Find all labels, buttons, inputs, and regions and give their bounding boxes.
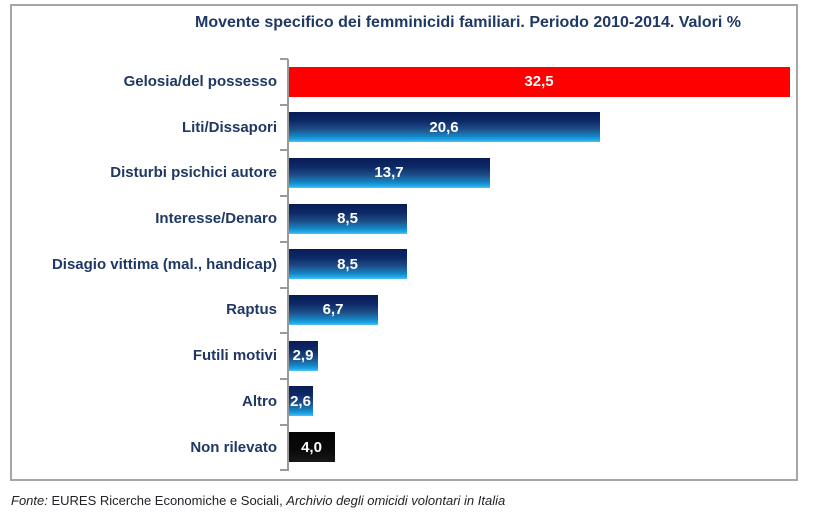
chart-inner: Movente specifico dei femminicidi famili…	[12, 6, 796, 479]
axis-tick	[280, 286, 288, 289]
chart-row: Disagio vittima (mal., handicap) 8,5	[12, 242, 796, 288]
chart-row: Liti/Dissapori 20,6	[12, 105, 796, 151]
axis-tick	[280, 469, 288, 472]
category-label: Gelosia/del possesso	[123, 73, 277, 90]
bar-area: 2,9	[288, 333, 796, 379]
chart-row: Raptus 6,7	[12, 287, 796, 333]
value-label: 32,5	[524, 73, 554, 90]
axis-tick	[280, 103, 288, 106]
data-bar: 20,6	[288, 112, 600, 143]
category-label: Altro	[242, 392, 277, 410]
data-bar: 2,6	[288, 386, 313, 417]
axis-tick	[280, 240, 288, 243]
value-label: 2,6	[290, 392, 311, 410]
data-bar: 32,5	[288, 66, 790, 97]
axis-tick	[280, 195, 288, 198]
category-label: Disagio vittima (mal., handicap)	[51, 255, 277, 273]
bar-area: 4,0	[288, 425, 796, 471]
data-bar: 6,7	[288, 294, 378, 325]
data-bar: 2,9	[288, 340, 318, 371]
value-label: 8,5	[337, 255, 358, 273]
category-label: Liti/Dissapori	[181, 118, 277, 136]
y-axis-line	[287, 59, 289, 471]
chart-row: Non rilevato 4,0	[12, 425, 796, 471]
category-label: Futili motivi	[192, 347, 277, 365]
source-footer: Fonte: EURES Ricerche Economiche e Socia…	[11, 493, 505, 508]
axis-tick	[280, 423, 288, 426]
bar-area: 8,5	[288, 196, 796, 242]
chart-row: Altro 2,6	[12, 379, 796, 425]
chart-row: Interesse/Denaro 8,5	[12, 196, 796, 242]
bar-area: 8,5	[288, 242, 796, 288]
chart-title: Movente specifico dei femminicidi famili…	[195, 14, 741, 31]
category-label: Raptus	[226, 301, 277, 319]
chart-row: Futili motivi 2,9	[12, 333, 796, 379]
data-bar: 13,7	[288, 157, 490, 188]
chart-row: Disturbi psichici autore 13,7	[12, 150, 796, 196]
value-label: 6,7	[322, 301, 344, 319]
value-label: 8,5	[337, 210, 358, 228]
data-bar: 8,5	[288, 203, 407, 234]
data-bar: 8,5	[288, 249, 407, 280]
footer-source-text: EURES Ricerche Economiche e Sociali,	[47, 493, 287, 508]
bar-area: 13,7	[288, 150, 796, 196]
data-bar: 4,0	[288, 432, 335, 462]
bar-area: 32,5	[288, 59, 796, 105]
axis-tick	[280, 149, 288, 152]
axis-tick	[280, 332, 288, 335]
chart-row: Gelosia/del possesso 32,5	[12, 59, 796, 105]
axis-tick	[280, 377, 288, 380]
footer-fonte-label: Fonte:	[11, 493, 48, 508]
axis-tick	[280, 58, 288, 60]
value-label: 4,0	[301, 438, 322, 456]
value-label: 20,6	[429, 118, 459, 136]
category-label: Non rilevato	[190, 438, 277, 456]
chart-frame: Movente specifico dei femminicidi famili…	[10, 4, 798, 481]
bar-area: 2,6	[288, 379, 796, 425]
bar-rows: Gelosia/del possesso 32,5 Liti/Dissapori 20…	[12, 59, 796, 470]
footer-publication-title: Archivio degli omicidi volontari in Ital…	[286, 493, 506, 508]
category-label: Interesse/Denaro	[155, 210, 277, 228]
category-label: Disturbi psichici autore	[110, 164, 277, 182]
bar-area: 6,7	[288, 287, 796, 333]
value-label: 13,7	[374, 164, 404, 182]
value-label: 2,9	[292, 347, 314, 365]
bar-area: 20,6	[288, 105, 796, 151]
